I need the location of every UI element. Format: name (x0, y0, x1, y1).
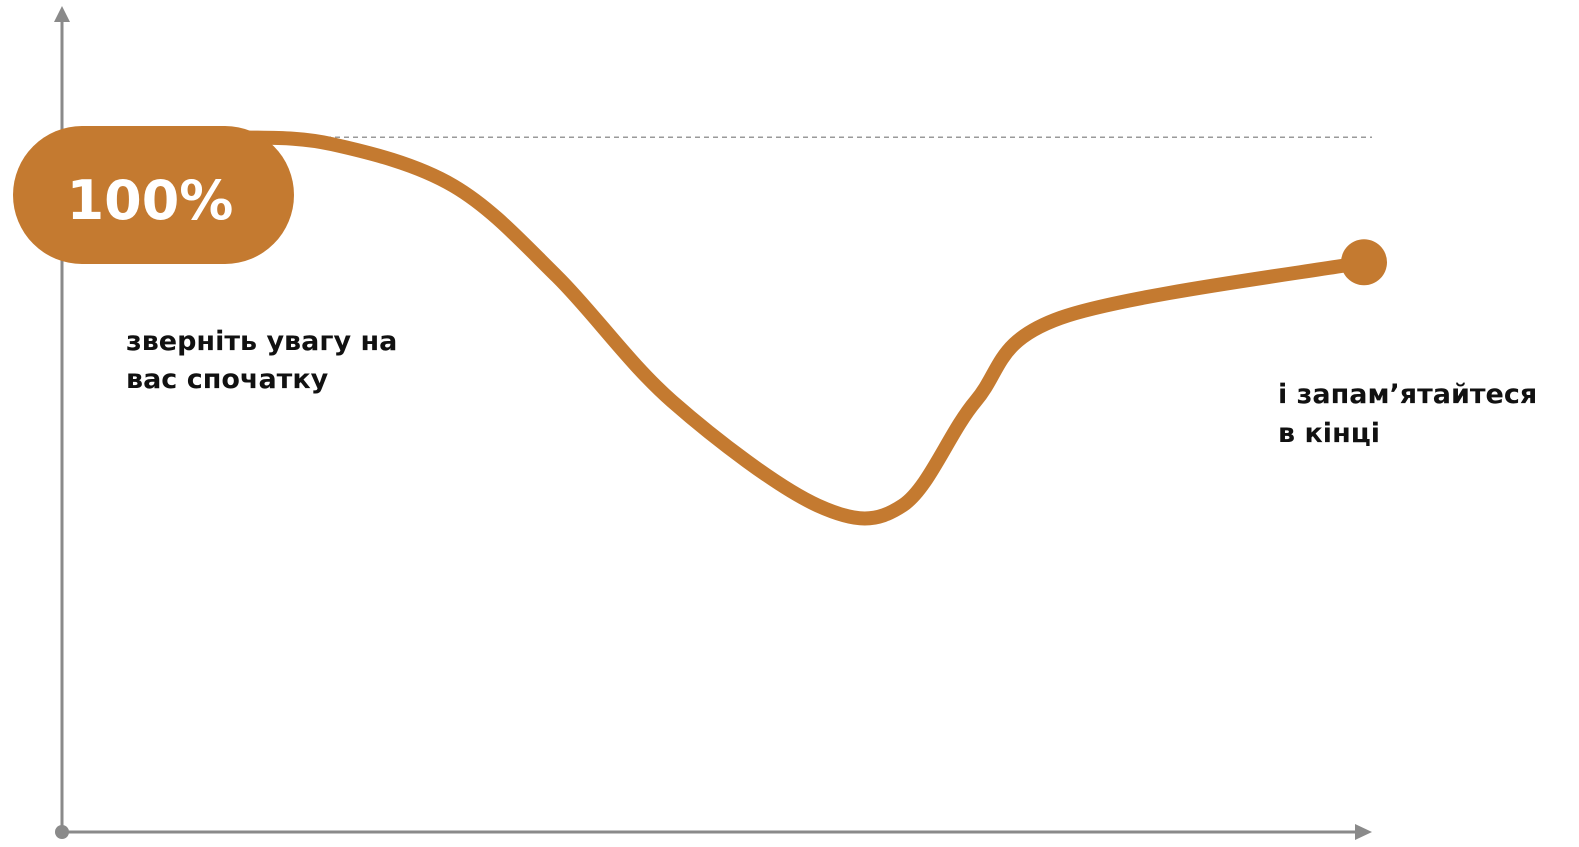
end-annotation-line-1: і запам’ятайтеся (1278, 379, 1537, 410)
x-axis-arrow-icon (1355, 824, 1372, 840)
y-axis-arrow-icon (54, 6, 70, 22)
origin-dot (55, 825, 69, 839)
start-annotation-line-2: вас спочатку (126, 364, 329, 395)
start-annotation-line-1: зверніть увагу на (126, 326, 397, 357)
start-value-pill (13, 126, 294, 264)
start-value-label: 100% (67, 169, 234, 232)
attention-curve-line (143, 129, 1371, 526)
curve-end-dot (1341, 239, 1387, 286)
end-annotation-line-2: в кінці (1278, 418, 1380, 449)
